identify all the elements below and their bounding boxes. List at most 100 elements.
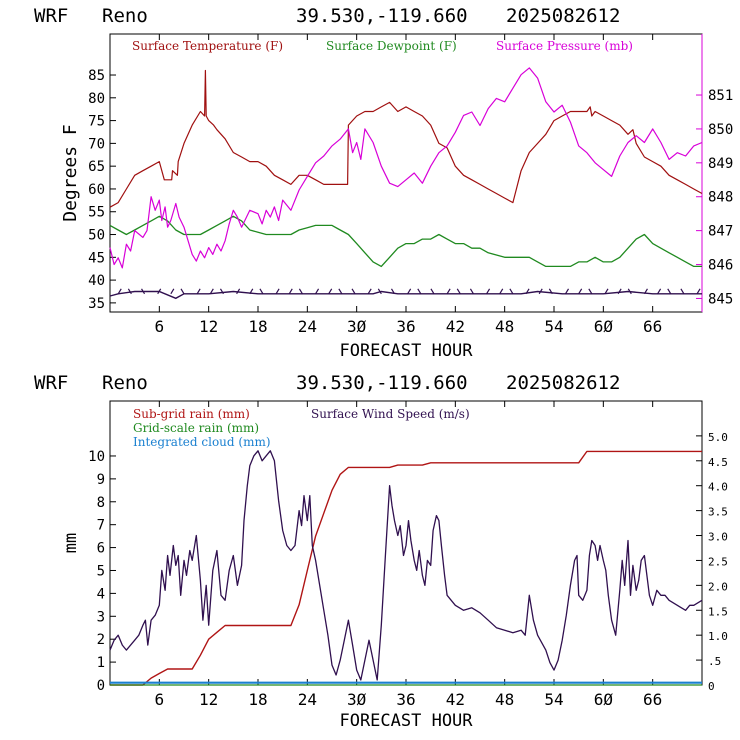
y2-tick-label: 850: [708, 122, 733, 138]
wind-barb: [564, 288, 570, 295]
x-tick-label: 54: [544, 690, 563, 709]
y2-tick-label: 1.0: [708, 630, 728, 643]
legend-surface-pressure: Surface Pressure (mb): [496, 39, 633, 53]
y2-tick-label: 5.0: [708, 431, 728, 444]
y-tick-label: 60: [88, 182, 105, 198]
x-tick-label: 36: [396, 317, 415, 336]
wind-barb: [578, 288, 583, 295]
legend-surface-temperature: Surface Temperature (F): [132, 39, 283, 53]
x-tick-label: 66: [643, 317, 662, 336]
y-tick-label: 50: [88, 228, 105, 244]
y-tick-label: 7: [97, 518, 105, 534]
y-tick-label: 45: [88, 250, 105, 266]
y2-tick-label: 3.5: [708, 506, 728, 519]
wind-barb: [509, 288, 514, 295]
series-line-sub-grid-rain-mm: [110, 450, 702, 686]
wind-barb: [367, 288, 372, 295]
y-tick-label: 3: [97, 609, 105, 625]
y-tick-label: 85: [88, 68, 105, 84]
x-tick-label: 48: [495, 317, 514, 336]
wind-barb: [127, 288, 132, 295]
series-line-surface-wind-speed-m-s: [109, 450, 703, 681]
legend-grid-scale-rain: Grid-scale rain (mm): [133, 421, 259, 435]
y2-tick-label: 1.5: [708, 605, 728, 618]
wind-barb: [617, 288, 622, 295]
x-tick-label: 42: [446, 317, 465, 336]
legend-surface-dewpoint: Surface Dewpoint (F): [326, 39, 457, 53]
y-tick-label: 40: [88, 273, 105, 289]
wind-barb: [209, 288, 214, 295]
x-tick-label: 48: [495, 690, 514, 709]
wind-barb: [328, 288, 333, 295]
x-tick-label: 18: [248, 690, 267, 709]
header-init-2: 2025082612: [506, 372, 620, 394]
wind-barb: [236, 288, 241, 295]
x-tick-label: 6: [155, 690, 165, 709]
axes-bottom: 6 12 18 24 3Ø 36 42 48 54 6Ø 660123456789100.51.01…: [88, 401, 728, 709]
wind-barb: [141, 288, 146, 295]
xlabel-top: FORECAST HOUR: [339, 341, 473, 361]
y-tick-label: 5: [97, 563, 105, 579]
y2-tick-label: 3.0: [708, 531, 728, 544]
y-tick-label: 80: [88, 91, 105, 107]
x-tick-label: 36: [396, 690, 415, 709]
y-tick-label: 35: [88, 296, 105, 312]
y-tick-label: 9: [97, 472, 105, 488]
series-top: [109, 67, 703, 300]
wind-barb: [417, 288, 422, 295]
wind-barb-baseline: [109, 290, 702, 300]
y-tick-label: 4: [97, 586, 105, 602]
wind-barb: [696, 288, 701, 295]
x-tick-label: 6Ø: [594, 690, 614, 709]
ylabel-top: Degrees F: [60, 124, 81, 222]
y2-tick-label: 2.5: [708, 555, 728, 568]
axes-top: 6 12 18 24 3Ø 36 42 48 54 6Ø 66 35 40 45 50 55 60 65 70 75 8…: [88, 34, 733, 336]
wind-barb: [288, 288, 293, 295]
wind-barb: [249, 288, 254, 295]
header-station-2: Reno: [102, 372, 148, 394]
y2-tick-label: .5: [708, 655, 721, 668]
wind-barb: [667, 288, 672, 295]
x-tick-label: 24: [298, 690, 317, 709]
header-coords-2: 39.530,-119.660: [296, 372, 468, 394]
x-tick-label: 6Ø: [594, 317, 614, 336]
wind-barbs: [109, 288, 702, 300]
wind-barb: [196, 288, 201, 295]
wind-barb: [298, 288, 303, 295]
wind-barb: [219, 288, 224, 295]
wind-barb: [377, 288, 382, 295]
x-tick-label: 6: [155, 317, 165, 336]
x-tick-label: 18: [248, 317, 267, 336]
wind-barb: [486, 288, 491, 295]
y2-tick-label: 2.0: [708, 580, 728, 593]
y-tick-label: 6: [97, 541, 105, 557]
wind-barb: [157, 288, 162, 295]
y-tick-label: 2: [97, 632, 105, 648]
legend-surface-wind-speed: Surface Wind Speed (m/s): [311, 407, 470, 421]
wind-barb: [548, 288, 553, 295]
x-tick-label: 42: [446, 690, 465, 709]
series-bottom: [109, 450, 703, 686]
header-model-2: WRF: [34, 372, 68, 394]
x-tick-label: 54: [544, 317, 563, 336]
wind-barb: [499, 288, 504, 295]
header-model: WRF: [34, 5, 68, 27]
x-tick-label: 3Ø: [347, 317, 367, 336]
y2-tick-label: 845: [708, 291, 733, 307]
y-tick-label: 10: [88, 449, 105, 465]
y2-tick-label: 851: [708, 88, 733, 104]
wind-barb: [680, 288, 685, 295]
x-tick-label: 12: [199, 317, 218, 336]
y-tick-label: 75: [88, 114, 105, 130]
y2-tick-label: 847: [708, 224, 733, 240]
series-line-surface-dewpoint-f: [109, 215, 702, 268]
wind-barb: [275, 288, 280, 295]
x-tick-label: 66: [643, 690, 662, 709]
y2-tick-label: 846: [708, 258, 733, 274]
wind-barb: [180, 288, 185, 295]
y-tick-label: 8: [97, 495, 105, 511]
series-line-surface-temperature-f: [109, 69, 703, 208]
wind-barb: [456, 288, 461, 295]
y2-tick-label: 0: [708, 680, 715, 693]
